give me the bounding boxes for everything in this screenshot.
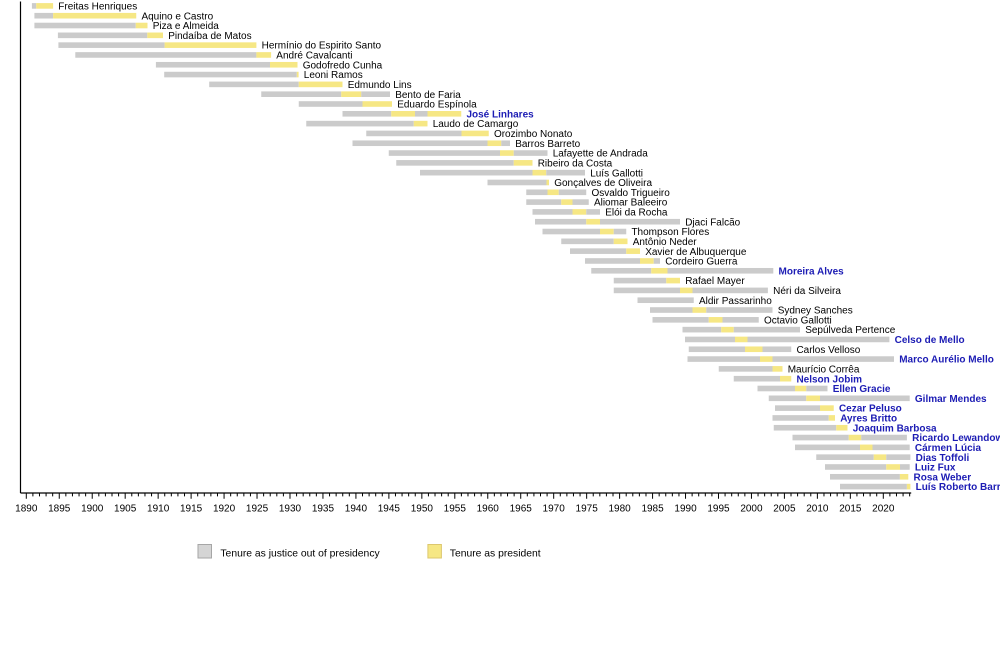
svg-text:Rafael Mayer: Rafael Mayer — [685, 276, 745, 287]
svg-text:Carlos Velloso: Carlos Velloso — [796, 345, 860, 356]
svg-text:Dias Toffoli: Dias Toffoli — [916, 453, 970, 464]
svg-text:1895: 1895 — [48, 503, 71, 514]
svg-text:1940: 1940 — [345, 503, 368, 514]
svg-text:1905: 1905 — [114, 503, 137, 514]
svg-text:Cármen Lúcia: Cármen Lúcia — [915, 443, 982, 454]
svg-text:Aldir Passarinho: Aldir Passarinho — [699, 296, 772, 307]
svg-text:Tenure as justice out of presi: Tenure as justice out of presidency — [220, 549, 380, 560]
svg-text:Aliomar Baleeiro: Aliomar Baleeiro — [594, 198, 668, 209]
svg-text:Bento de Faria: Bento de Faria — [395, 90, 461, 101]
svg-text:2000: 2000 — [740, 503, 763, 514]
svg-text:Ricardo Lewandowski: Ricardo Lewandowski — [912, 433, 1000, 444]
svg-text:Nelson Jobim: Nelson Jobim — [796, 374, 862, 385]
svg-text:Elói da Rocha: Elói da Rocha — [605, 208, 668, 219]
svg-text:Luís Gallotti: Luís Gallotti — [590, 168, 643, 179]
svg-text:Aquino e Castro: Aquino e Castro — [141, 11, 213, 22]
svg-text:2005: 2005 — [773, 503, 796, 514]
svg-text:1965: 1965 — [510, 503, 533, 514]
svg-text:1955: 1955 — [444, 503, 467, 514]
svg-text:1900: 1900 — [81, 503, 104, 514]
svg-text:1980: 1980 — [608, 503, 631, 514]
svg-text:Orozimbo Nonato: Orozimbo Nonato — [494, 129, 573, 140]
svg-text:1975: 1975 — [576, 503, 599, 514]
svg-text:Maurício Corrêa: Maurício Corrêa — [788, 364, 860, 375]
svg-text:1935: 1935 — [312, 503, 335, 514]
svg-text:Ellen Gracie: Ellen Gracie — [833, 384, 891, 395]
svg-text:1925: 1925 — [246, 503, 269, 514]
svg-text:Edmundo Lins: Edmundo Lins — [348, 80, 412, 91]
svg-text:Sepúlveda Pertence: Sepúlveda Pertence — [805, 325, 896, 336]
svg-text:José Linhares: José Linhares — [466, 109, 534, 120]
svg-text:Laudo de Camargo: Laudo de Camargo — [433, 119, 519, 130]
svg-text:Néri da Silveira: Néri da Silveira — [773, 286, 841, 297]
svg-text:1915: 1915 — [180, 503, 203, 514]
svg-text:Freitas Henriques: Freitas Henriques — [58, 2, 137, 13]
svg-text:Leoni Ramos: Leoni Ramos — [304, 70, 363, 81]
svg-text:Cordeiro Guerra: Cordeiro Guerra — [665, 257, 738, 268]
svg-text:1910: 1910 — [147, 503, 170, 514]
svg-text:Cezar Peluso: Cezar Peluso — [839, 404, 902, 415]
svg-text:Xavier de Albuquerque: Xavier de Albuquerque — [645, 247, 747, 258]
svg-text:2015: 2015 — [839, 503, 862, 514]
svg-text:Lafayette de Andrada: Lafayette de Andrada — [553, 149, 649, 160]
svg-text:1960: 1960 — [477, 503, 500, 514]
svg-text:Gonçalves de Oliveira: Gonçalves de Oliveira — [554, 178, 652, 189]
svg-text:Moreira Alves: Moreira Alves — [779, 266, 845, 277]
svg-text:Djaci Falcão: Djaci Falcão — [685, 217, 740, 228]
svg-text:1950: 1950 — [411, 503, 434, 514]
svg-text:1990: 1990 — [674, 503, 697, 514]
svg-text:Thompson Flores: Thompson Flores — [631, 227, 709, 238]
svg-text:1945: 1945 — [378, 503, 401, 514]
svg-text:Marco Aurélio Mello: Marco Aurélio Mello — [899, 355, 994, 366]
svg-text:Antônio Neder: Antônio Neder — [633, 237, 698, 248]
svg-text:Luiz Fux: Luiz Fux — [915, 463, 956, 474]
svg-text:Godofredo Cunha: Godofredo Cunha — [303, 60, 383, 71]
svg-text:Luís Roberto Barroso: Luís Roberto Barroso — [916, 482, 1000, 493]
svg-text:1890: 1890 — [15, 503, 38, 514]
svg-text:André Cavalcanti: André Cavalcanti — [276, 51, 352, 62]
svg-text:Osvaldo Trigueiro: Osvaldo Trigueiro — [591, 188, 670, 199]
svg-text:Gilmar Mendes: Gilmar Mendes — [915, 394, 987, 405]
svg-text:Ribeiro da Costa: Ribeiro da Costa — [538, 158, 613, 169]
svg-text:1995: 1995 — [707, 503, 730, 514]
svg-text:2010: 2010 — [806, 503, 829, 514]
svg-text:Sydney Sanches: Sydney Sanches — [778, 306, 853, 317]
svg-text:Ayres Britto: Ayres Britto — [840, 414, 897, 425]
svg-text:Tenure as president: Tenure as president — [450, 549, 541, 560]
svg-text:1970: 1970 — [543, 503, 566, 514]
svg-text:2020: 2020 — [872, 503, 895, 514]
svg-text:Rosa Weber: Rosa Weber — [914, 472, 972, 483]
svg-text:Joaquim Barbosa: Joaquim Barbosa — [853, 423, 937, 434]
svg-text:Barros Barreto: Barros Barreto — [515, 139, 580, 150]
svg-text:1930: 1930 — [279, 503, 302, 514]
svg-text:Octavio Gallotti: Octavio Gallotti — [764, 315, 832, 326]
svg-text:1985: 1985 — [641, 503, 664, 514]
svg-text:Hermínio do Espirito Santo: Hermínio do Espirito Santo — [262, 41, 382, 52]
svg-text:Piza e Almeida: Piza e Almeida — [153, 21, 220, 32]
svg-text:Celso de Mello: Celso de Mello — [895, 335, 965, 346]
svg-text:1920: 1920 — [213, 503, 236, 514]
svg-text:Eduardo Espínola: Eduardo Espínola — [397, 100, 477, 111]
svg-text:Pindaíba de Matos: Pindaíba de Matos — [168, 31, 251, 42]
